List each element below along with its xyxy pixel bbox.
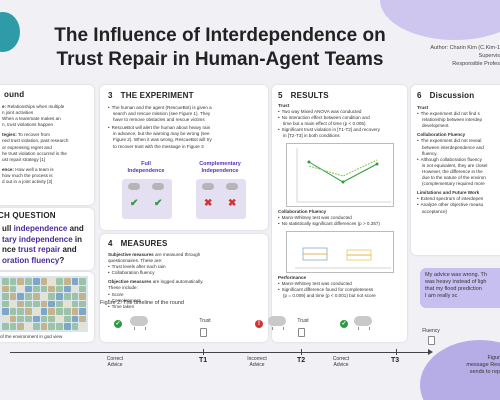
condition-label-full: Full Independence	[127, 161, 165, 174]
trust-plot	[286, 143, 394, 207]
timeline-label-trust: Trust	[199, 318, 211, 324]
figure-caption: of the environment in god view	[0, 334, 63, 339]
timeline-caption: Figure 2. The timeline of the round	[100, 300, 184, 306]
author-block: Author: Charin Kim (C.Kim-1 Supervis Res…	[430, 45, 500, 67]
section-heading: 3 THE EXPERIMENT	[108, 91, 194, 100]
rain-cloud-icon	[128, 183, 140, 190]
section-heading: 6 Discussion	[417, 91, 475, 100]
timeline-arrow	[428, 349, 433, 355]
questionnaire-icon	[298, 328, 305, 337]
questionnaire-icon	[200, 328, 207, 337]
decorative-blob	[0, 12, 20, 52]
rain-cloud-icon	[354, 316, 372, 330]
timeline-event-correct-advice: Correct Advice	[332, 356, 350, 368]
section-heading: 4 MEASURES	[108, 239, 168, 248]
questionnaire-icon	[428, 336, 435, 345]
timeline-marker-t2: T2	[297, 357, 306, 364]
timeline-tick	[203, 349, 204, 355]
experiment-text: The human and the agent (RescueBot) is g…	[108, 105, 268, 150]
research-question-text: ull independence and tary independence i…	[2, 224, 84, 265]
condition-illustration-complementary: ✖ ✖	[196, 179, 246, 219]
check-icon: ✔	[130, 198, 139, 209]
measures-text: Subjective measures are measured through…	[108, 252, 268, 310]
discussion-text: Trust The experiment did not find s rela…	[417, 105, 500, 215]
timeline-label-fluency: Fluency	[422, 328, 440, 334]
trust-repair-message: My advice was wrong. Th was heavy instea…	[420, 268, 500, 308]
background-text: e: Relationships when multiple n joint a…	[2, 104, 69, 185]
rain-cloud-icon	[152, 183, 164, 190]
rain-cloud-icon	[130, 316, 148, 330]
poster-title: The Influence of Interdependence on Trus…	[54, 25, 386, 70]
rain-cloud-icon	[202, 183, 214, 190]
section-heading: ound	[4, 90, 25, 99]
research-question-section: CH QUESTION ull independence and tary in…	[0, 208, 94, 270]
error-icon: !	[255, 320, 263, 328]
cross-icon: ✖	[204, 198, 213, 209]
condition-illustration-full: ✔ ✔	[122, 179, 172, 219]
timeline-marker-t1: T1	[199, 357, 208, 364]
results-trust-text: Trust Two way Mixed ANOVA was conducted …	[278, 103, 406, 140]
collaboration-boxplot	[286, 231, 394, 273]
check-icon: ✔	[154, 198, 163, 209]
timeline-marker-t3: T3	[391, 357, 400, 364]
section-heading: 5 RESULTS	[278, 91, 329, 100]
timeline-axis	[10, 352, 430, 353]
collab-box-chart	[295, 247, 391, 269]
environment-map	[0, 276, 88, 332]
timeline-tick	[301, 349, 302, 355]
measures-section: 4 MEASURES Subjective measures are measur…	[100, 234, 268, 342]
timeline-tick	[396, 349, 397, 355]
figure-caption: Figur message Res sends to rep	[466, 355, 500, 375]
check-icon: ✓	[114, 320, 122, 328]
section-heading: CH QUESTION	[0, 211, 56, 220]
timeline-label-trust: Trust	[297, 318, 309, 324]
rain-cloud-icon	[226, 183, 238, 190]
environment-figure: of the environment in god view	[0, 272, 94, 342]
results-performance-text: Performance Mann-Whitney test was conduc…	[278, 275, 406, 299]
timeline-event-correct-advice: Correct Advice	[106, 356, 124, 368]
condition-label-complementary: Complementary Independence	[199, 161, 241, 174]
timeline-event-incorrect-advice: Incorrect Advice	[247, 356, 267, 368]
trust-line-chart	[296, 148, 391, 203]
results-collab-text: Collaboration Fluency Mann-Whitney test …	[278, 209, 406, 227]
rain-cloud-icon	[268, 316, 286, 330]
cross-icon: ✖	[228, 198, 237, 209]
background-section: ound e: Relationships when multiple n jo…	[0, 85, 94, 205]
check-icon: ✓	[340, 320, 348, 328]
